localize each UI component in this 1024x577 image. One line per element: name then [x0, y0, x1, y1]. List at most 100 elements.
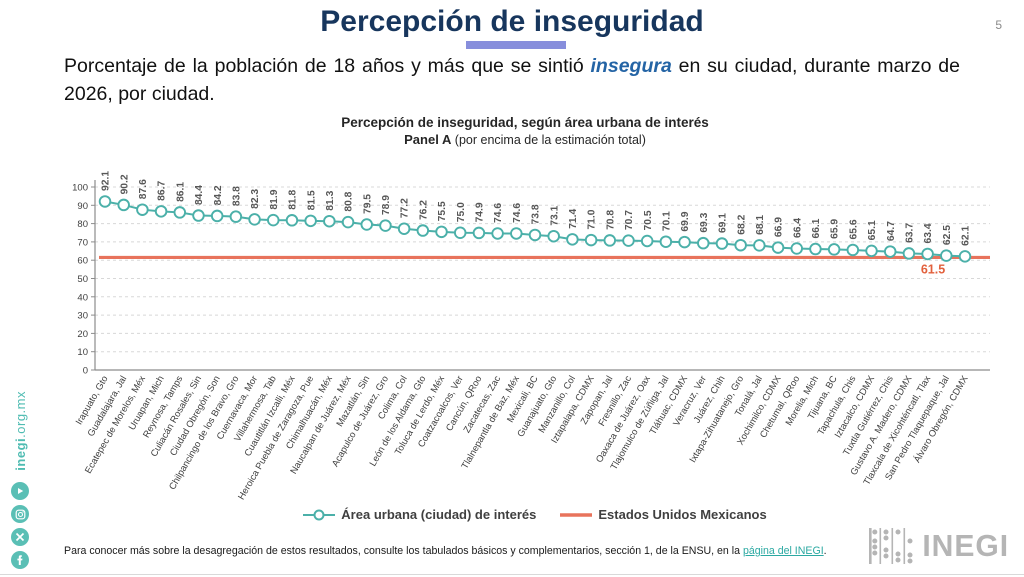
data-value-label: 86.1 [175, 182, 186, 202]
x-axis-city-label: Acapulco de Juárez, Gro [329, 374, 390, 469]
data-point-marker [98, 195, 112, 208]
y-axis-label: 50 [77, 274, 88, 285]
page-title: Percepción de inseguridad [320, 5, 704, 38]
facebook-icon[interactable] [11, 551, 29, 569]
data-point-marker [323, 214, 336, 228]
x-axis-city-label: Xochimilco, CDMX [734, 373, 783, 447]
x-axis-city-label: Colima, Col [375, 374, 409, 421]
chart-legend: Área urbana (ciudad) de interés Estados … [95, 507, 975, 522]
data-value-label: 68.2 [736, 214, 747, 234]
x-axis-city-label: Veracruz, Ver [670, 374, 708, 428]
data-point-marker [435, 225, 448, 239]
footer-text-post: . [823, 545, 827, 557]
y-axis-label: 90 [77, 201, 88, 212]
data-point-marker [453, 226, 467, 239]
series-marker-icon [303, 509, 336, 520]
y-axis-label: 10 [77, 347, 88, 358]
data-value-label: 71.4 [568, 209, 579, 229]
data-point-marker [360, 218, 373, 231]
y-axis-label: 60 [77, 256, 88, 267]
data-value-label: 81.8 [288, 189, 299, 209]
data-point-marker [154, 205, 168, 218]
data-value-label: 62.5 [942, 225, 953, 245]
legend-item-reference: Estados Unidos Mexicanos [560, 507, 767, 522]
data-point-marker [865, 244, 878, 258]
data-point-marker [753, 239, 766, 252]
data-point-marker [640, 234, 654, 248]
data-point-marker [379, 219, 392, 232]
x-axis-city-label: Zapopan, Jal [578, 374, 615, 426]
data-point-marker [715, 237, 729, 250]
data-point-marker [697, 236, 710, 250]
data-value-label: 92.1 [101, 171, 112, 191]
youtube-icon[interactable] [11, 482, 29, 500]
site-rest: .org.mx [12, 391, 28, 439]
data-value-label: 69.1 [718, 213, 729, 233]
x-axis-city-label: Tlaxcala de Xicohténcatl, Tlax [861, 373, 933, 486]
chart-panel-label: Panel A (por encima de la estimación tot… [60, 132, 990, 147]
x-axis-city-label: Oaxaca de Juárez, Oax [593, 373, 652, 464]
data-value-label: 69.3 [699, 212, 710, 232]
data-value-label: 73.8 [531, 204, 542, 224]
inegi-page-link[interactable]: página del INEGI [742, 545, 824, 557]
x-axis-city-label: San Pedro Tlaquepaque, Jal [882, 374, 951, 482]
data-point-marker [192, 209, 205, 222]
x-axis-city-label: Morelia, Mich [783, 374, 820, 428]
data-value-label: 73.1 [549, 205, 560, 225]
legend-item-series: Área urbana (ciudad) de interés [303, 507, 536, 522]
x-icon[interactable] [11, 528, 29, 546]
x-axis-city-label: Tijuana, BC [805, 373, 839, 421]
data-point-marker [902, 247, 916, 260]
data-point-marker [416, 224, 430, 237]
data-point-marker [846, 243, 860, 257]
chart-title-block: Percepción de inseguridad, según área ur… [60, 115, 990, 147]
x-axis-city-label: Juárez, Chih [691, 374, 727, 425]
data-value-label: 81.9 [269, 189, 280, 209]
data-value-label: 71.0 [587, 209, 598, 229]
series-line [104, 200, 966, 258]
data-value-label: 65.6 [848, 219, 859, 239]
data-value-label: 78.9 [381, 195, 392, 215]
site-bold: inegi [12, 438, 28, 471]
x-axis-city-label: Ciudad Obregón, Son [167, 374, 222, 458]
data-point-marker [584, 233, 598, 247]
footer-note: Para conocer más sobre la desagregación … [64, 545, 864, 557]
data-value-label: 64.7 [886, 221, 897, 241]
legend-series-label: Área urbana (ciudad) de interés [341, 507, 537, 522]
data-value-label: 74.6 [512, 203, 523, 223]
data-point-marker [883, 245, 897, 258]
data-point-marker [771, 241, 785, 254]
x-axis-city-label: Manzanillo, Col [536, 374, 578, 435]
x-axis-city-label: Tapachula, Chis [815, 373, 858, 437]
data-value-label: 66.4 [792, 218, 803, 238]
inegi-site-link[interactable]: inegi.org.mx [13, 391, 28, 471]
data-value-label: 62.1 [961, 226, 972, 246]
x-axis-city-label: Naucalpan de Juárez, Méx [287, 373, 352, 475]
data-value-label: 70.1 [661, 211, 672, 231]
instagram-icon[interactable] [11, 505, 29, 523]
data-point-marker [603, 234, 617, 247]
data-value-label: 83.8 [231, 186, 242, 206]
subtitle-pre: Porcentaje de la población de 18 años y … [64, 55, 591, 77]
data-point-marker [267, 213, 280, 227]
x-axis-city-label: Toluca de Lerdo, Méx [392, 373, 446, 456]
x-axis-city-label: Tláhuac, CDMX [647, 373, 690, 436]
y-axis-label: 70 [77, 237, 88, 248]
data-point-marker [341, 215, 355, 229]
chart-panel-rest: (por encima de la estimación total) [451, 133, 646, 147]
data-value-label: 63.4 [923, 223, 934, 243]
subtitle-emphasis: insegura [590, 55, 672, 77]
subtitle: Porcentaje de la población de 18 años y … [64, 53, 960, 108]
x-axis-city-label: Zacatecas, Zac [461, 373, 503, 434]
x-axis-city-label: Ixtapa-Zihuatanejo, Gro [687, 374, 746, 465]
data-value-label: 80.8 [344, 191, 355, 211]
data-value-label: 75.0 [456, 202, 467, 222]
data-point-marker [940, 249, 953, 262]
y-axis-label: 30 [77, 311, 88, 322]
chart-panel-bold: Panel A [404, 132, 452, 147]
data-point-marker [510, 227, 523, 240]
x-axis-city-label: León de los Aldama, Gto [367, 374, 428, 468]
subtitle-post: en su ciudad, durante marzo de 2026, por… [64, 55, 960, 105]
x-axis-city-label: Cuernavaca, Mor [214, 374, 259, 442]
data-point-marker [472, 226, 486, 240]
